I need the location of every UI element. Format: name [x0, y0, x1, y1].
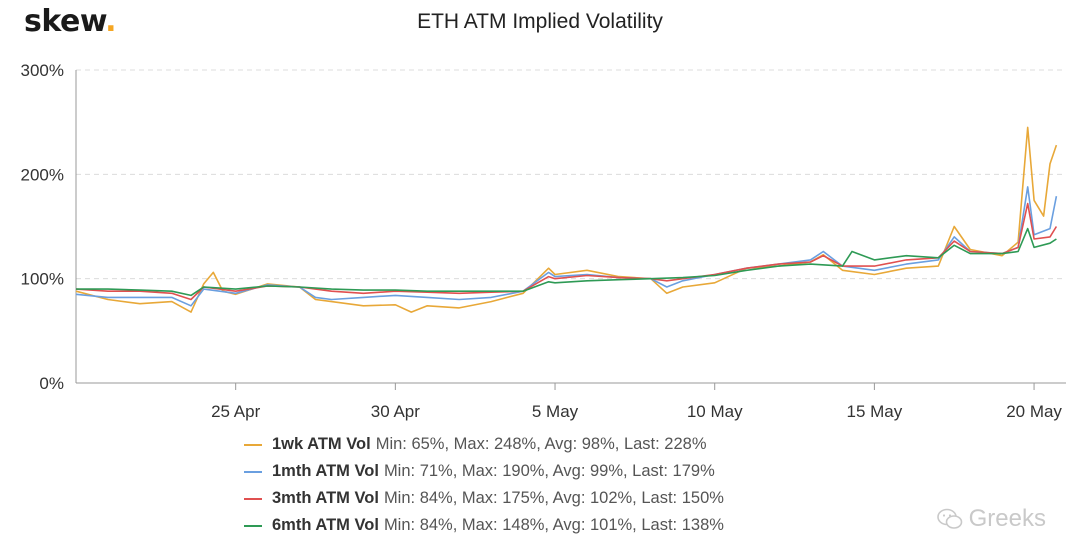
legend-swatch	[244, 443, 262, 446]
chart-title: ETH ATM Implied Volatility	[417, 10, 663, 33]
legend-item[interactable]: 1wk ATM Vol Min: 65%, Max: 248%, Avg: 98%…	[244, 431, 724, 458]
legend-swatch	[244, 470, 262, 473]
legend-series-name: 1mth ATM Vol	[272, 462, 379, 480]
y-tick-label: 100%	[21, 270, 64, 289]
y-tick-label: 300%	[21, 61, 64, 80]
legend-series-name: 6mth ATM Vol	[272, 516, 379, 534]
chart-canvas: 0% 100% 200% 300% 25 Apr 30 Apr 5 May 10 May 15 …	[21, 61, 1066, 421]
watermark-text: Greeks	[968, 505, 1046, 532]
brand-logo: skew.	[24, 4, 117, 39]
series-line-6mth	[76, 227, 1057, 297]
chart-legend: 1wk ATM Vol Min: 65%, Max: 248%, Avg: 98%…	[244, 431, 724, 539]
y-tick-label: 0%	[39, 374, 64, 393]
legend-item[interactable]: 6mth ATM Vol Min: 84%, Max: 148%, Avg: 10…	[244, 512, 724, 539]
legend-series-stats: Min: 84%, Max: 148%, Avg: 101%, Last: 13…	[383, 516, 724, 534]
y-tick-label: 200%	[21, 165, 64, 184]
series-line-1wk	[75, 126, 1058, 313]
series-line-3mth	[75, 202, 1058, 301]
x-tick-label: 25 Apr	[211, 402, 260, 421]
wechat-icon	[936, 508, 962, 529]
legend-series-stats: Min: 65%, Max: 248%, Avg: 98%, Last: 228…	[375, 435, 707, 453]
x-tick-label: 20 May	[1006, 402, 1062, 421]
x-tick-label: 15 May	[847, 402, 903, 421]
watermark: Greeks	[936, 505, 1046, 533]
x-tick-label: 10 May	[687, 402, 743, 421]
legend-series-name: 3mth ATM Vol	[272, 489, 379, 507]
x-tick-label: 30 Apr	[371, 402, 420, 421]
legend-series-stats: Min: 84%, Max: 175%, Avg: 102%, Last: 15…	[383, 489, 724, 507]
legend-series-stats: Min: 71%, Max: 190%, Avg: 99%, Last: 179…	[383, 462, 715, 480]
x-tick-label: 5 May	[532, 402, 579, 421]
legend-swatch	[244, 497, 262, 500]
legend-item[interactable]: 1mth ATM Vol Min: 71%, Max: 190%, Avg: 99…	[244, 458, 724, 485]
legend-swatch	[244, 524, 262, 527]
legend-series-name: 1wk ATM Vol	[272, 435, 371, 453]
legend-item[interactable]: 3mth ATM Vol Min: 84%, Max: 175%, Avg: 10…	[244, 485, 724, 512]
